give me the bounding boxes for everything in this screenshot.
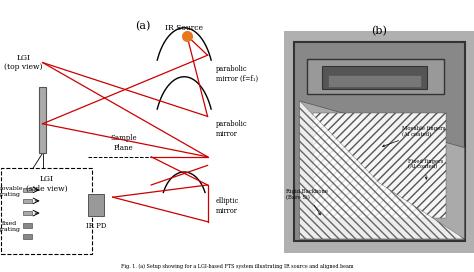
Bar	[88, 193, 104, 215]
Text: LGI
(side view): LGI (side view)	[26, 175, 68, 193]
Text: IR PD: IR PD	[86, 222, 106, 230]
Text: IR Source: IR Source	[165, 24, 203, 32]
Text: movable
grating: movable grating	[0, 186, 23, 197]
Bar	[1, 168, 92, 254]
Text: parabolic
mirror (f=f₁): parabolic mirror (f=f₁)	[216, 65, 258, 82]
Text: Fig. 1. (a) Setup showing for a LGI-based FTS system illustrating IR source and : Fig. 1. (a) Setup showing for a LGI-base…	[121, 264, 353, 269]
Bar	[39, 87, 46, 153]
Bar	[23, 223, 32, 228]
Bar	[307, 59, 444, 94]
Polygon shape	[300, 101, 465, 239]
Bar	[23, 211, 32, 215]
Text: parabolic
mirror: parabolic mirror	[216, 120, 247, 138]
Text: Serpentine Flexure: Serpentine Flexure	[348, 70, 402, 75]
Bar	[322, 66, 427, 89]
Text: fixed
grating: fixed grating	[0, 221, 21, 232]
Polygon shape	[313, 113, 446, 218]
Bar	[294, 42, 465, 241]
Bar	[23, 234, 32, 239]
Text: LGI
(top view): LGI (top view)	[4, 54, 43, 72]
Polygon shape	[300, 101, 465, 239]
Bar	[328, 75, 421, 87]
Bar	[23, 188, 32, 192]
Text: Rigid Backbone
(Bare Si): Rigid Backbone (Bare Si)	[286, 189, 328, 215]
Text: elliptic
mirror: elliptic mirror	[216, 197, 239, 215]
Text: (b): (b)	[371, 26, 387, 36]
Text: Fixed fingers
(Al coated): Fixed fingers (Al coated)	[408, 159, 443, 179]
Text: Movable fingers
(Al coated): Movable fingers (Al coated)	[383, 126, 446, 147]
Text: (a): (a)	[135, 21, 151, 31]
Bar	[23, 199, 32, 203]
Text: Sample
Plane: Sample Plane	[110, 134, 137, 152]
